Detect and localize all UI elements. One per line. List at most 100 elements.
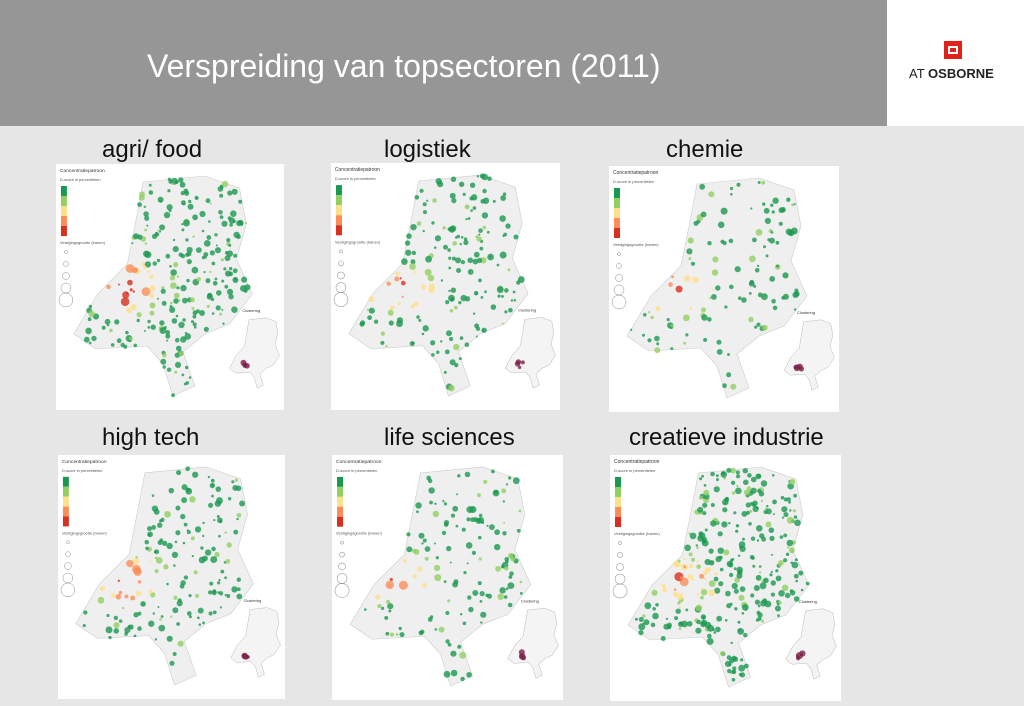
- establishment-dot: [448, 384, 455, 392]
- establishment-dot: [483, 479, 488, 484]
- establishment-dot: [453, 343, 460, 351]
- cluster-dot: [518, 649, 525, 656]
- establishment-dot: [191, 307, 195, 310]
- establishment-dot: [478, 513, 483, 518]
- legend-swatch: [335, 205, 342, 216]
- establishment-dot: [219, 606, 222, 609]
- establishment-dot: [749, 255, 756, 263]
- establishment-dot: [106, 284, 111, 290]
- establishment-dot: [186, 611, 192, 616]
- legend-swatch: [335, 185, 342, 196]
- establishment-dot: [503, 521, 506, 524]
- establishment-dot: [670, 347, 674, 351]
- establishment-dot: [456, 234, 461, 239]
- establishment-dot: [706, 637, 714, 645]
- establishment-dot: [725, 590, 731, 597]
- establishment-dot: [156, 297, 159, 300]
- establishment-dot: [736, 572, 743, 579]
- establishment-dot: [169, 660, 175, 666]
- establishment-dot: [88, 341, 92, 345]
- establishment-dot: [712, 256, 719, 263]
- establishment-dot: [100, 586, 106, 592]
- establishment-dot: [456, 493, 459, 496]
- establishment-dot: [480, 611, 487, 618]
- establishment-dot: [781, 506, 788, 513]
- establishment-dot: [688, 257, 692, 261]
- establishment-dot: [460, 294, 467, 302]
- establishment-dot: [180, 191, 185, 196]
- establishment-dot: [787, 546, 790, 549]
- establishment-dot: [490, 304, 497, 310]
- caption-chemie: chemie: [666, 136, 744, 163]
- establishment-dot: [759, 582, 767, 590]
- clustering-label: Clustering: [242, 308, 260, 313]
- establishment-dot: [207, 475, 211, 479]
- establishment-dot: [696, 619, 701, 625]
- size-legend-title: Vestigingsgrootte (banen): [336, 531, 382, 536]
- establishment-dot: [131, 242, 134, 245]
- establishment-dot: [204, 549, 212, 556]
- establishment-dot: [445, 639, 450, 644]
- establishment-dot: [406, 233, 412, 239]
- establishment-dot: [165, 253, 171, 259]
- establishment-dot: [88, 304, 93, 309]
- establishment-dot: [735, 470, 740, 475]
- legend-swatch: [335, 225, 342, 236]
- establishment-dot: [192, 314, 197, 319]
- establishment-dot: [444, 349, 450, 355]
- size-legend-circle: [339, 249, 343, 254]
- establishment-dot: [214, 551, 220, 558]
- cluster-dot: [246, 655, 250, 659]
- map-chemie: Concentratiepatroon D-score in percentiel…: [609, 166, 839, 412]
- establishment-dot: [464, 204, 470, 210]
- establishment-dot: [663, 623, 670, 630]
- establishment-dot: [111, 593, 116, 598]
- establishment-dot: [750, 593, 755, 598]
- establishment-dot: [752, 564, 756, 568]
- establishment-dot: [734, 266, 741, 273]
- establishment-dot: [729, 602, 733, 606]
- establishment-dot: [490, 469, 495, 474]
- establishment-dot: [188, 594, 192, 598]
- establishment-dot: [459, 651, 467, 659]
- legend-swatch: [60, 206, 67, 216]
- country-outline: [348, 174, 529, 397]
- establishment-dot: [148, 589, 153, 595]
- establishment-dot: [172, 238, 176, 242]
- establishment-dot: [160, 288, 166, 294]
- establishment-dot: [692, 276, 699, 283]
- size-legend-circle: [338, 562, 346, 571]
- legend-swatch: [614, 228, 620, 238]
- establishment-dot: [169, 265, 172, 268]
- establishment-dot: [482, 225, 487, 230]
- legend-title: D-score in percentielen: [613, 179, 654, 184]
- establishment-dot: [435, 178, 442, 185]
- establishment-dot: [735, 487, 742, 495]
- establishment-dot: [447, 642, 452, 647]
- size-legend-circle: [60, 282, 72, 294]
- establishment-dot: [677, 601, 681, 605]
- establishment-dot: [180, 513, 186, 520]
- map-creatieve-industrie: Concentratiepatroon D-score in percentiel…: [610, 455, 841, 701]
- establishment-dot: [394, 276, 400, 282]
- establishment-dot: [789, 478, 796, 485]
- establishment-dot: [227, 190, 233, 196]
- establishment-dot: [642, 614, 646, 618]
- establishment-dot: [218, 210, 223, 215]
- establishment-dot: [783, 558, 788, 563]
- establishment-dot: [638, 630, 644, 636]
- establishment-dot: [460, 676, 465, 682]
- establishment-dot: [507, 602, 513, 608]
- establishment-dot: [505, 483, 509, 486]
- establishment-dot: [794, 519, 801, 527]
- establishment-dot: [141, 287, 151, 296]
- establishment-dot: [701, 538, 707, 544]
- establishment-dot: [650, 315, 654, 320]
- establishment-dot: [719, 567, 724, 572]
- establishment-dot: [463, 239, 469, 246]
- establishment-dot: [239, 500, 246, 507]
- establishment-dot: [785, 228, 793, 235]
- establishment-dot: [122, 291, 130, 299]
- establishment-dot: [385, 631, 390, 636]
- establishment-dot: [209, 202, 212, 205]
